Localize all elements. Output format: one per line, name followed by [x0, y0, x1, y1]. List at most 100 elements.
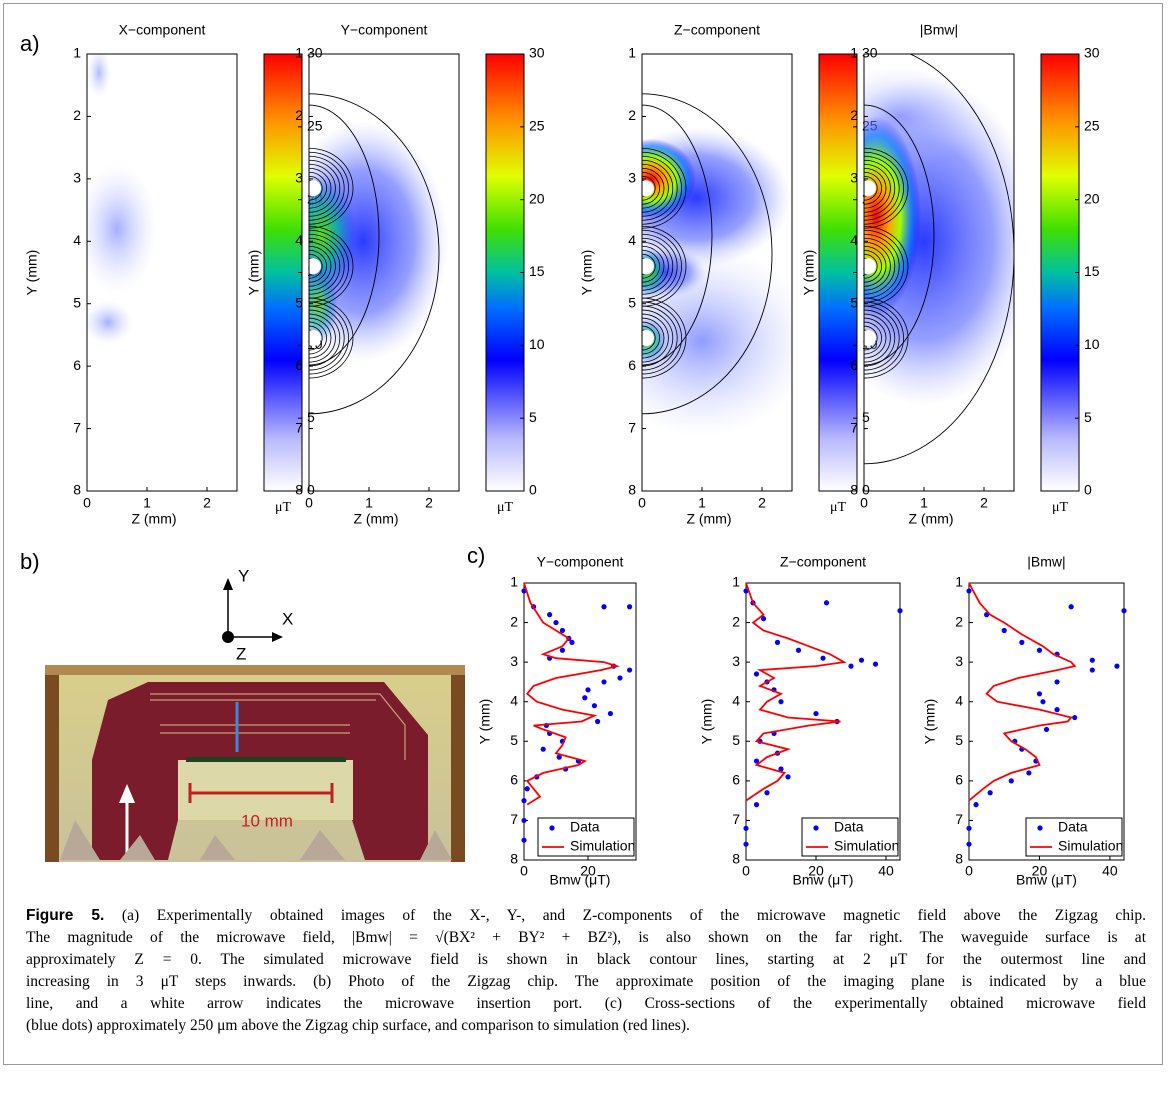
contour-core [642, 258, 654, 275]
chart-title: Z−component [780, 554, 866, 570]
legend-box [1025, 817, 1123, 857]
y-tick-label: 4 [628, 232, 636, 248]
colorbar-tick-label: 5 [1084, 409, 1092, 425]
x-tick-label: 40 [878, 863, 894, 879]
y-tick-label: 8 [955, 851, 963, 867]
y-tick-label: 5 [955, 732, 963, 748]
data-point [617, 675, 623, 681]
contour [864, 233, 900, 299]
heatmap [87, 54, 157, 345]
y-tick-label: 8 [628, 482, 636, 498]
y-tick-label: 2 [628, 107, 636, 123]
contour [864, 155, 900, 221]
contour [642, 104, 713, 366]
field-region [87, 300, 133, 345]
y-tick-label: 1 [850, 45, 858, 61]
data-point [559, 647, 566, 653]
data-point [595, 718, 601, 725]
contour-core [864, 330, 876, 347]
data-point [1043, 726, 1050, 733]
y-tick-label: 7 [732, 811, 740, 827]
contour-core [642, 180, 654, 197]
y-tick-label: 2 [955, 613, 963, 629]
contour-core [309, 258, 321, 275]
contour [642, 297, 687, 379]
y-tick-label: 4 [73, 232, 81, 248]
y-tick-label: 3 [850, 170, 858, 186]
chart-title: Y−component [537, 554, 624, 570]
y-tick-label: 6 [510, 772, 518, 788]
legend-box [537, 817, 635, 857]
data-point [966, 841, 972, 847]
data-point [813, 710, 819, 717]
data-point [1008, 778, 1014, 784]
colorbar-label: μT [830, 500, 847, 515]
colorbar [485, 53, 525, 492]
data-point [1072, 714, 1078, 721]
y-tick-label: 4 [295, 232, 303, 248]
caption-label: Figure 5. [26, 907, 105, 924]
panel-label: b) [20, 549, 40, 574]
data-point [547, 612, 553, 618]
axis-glyph-label: Y [238, 566, 249, 585]
legend-box [801, 817, 899, 857]
y-tick-label: 1 [628, 45, 636, 61]
y-tick-label: 5 [73, 294, 81, 310]
caption-line: approximately Z = 0. The simulated micro… [26, 949, 1146, 971]
panel-label: a) [20, 31, 40, 56]
contour [864, 253, 878, 279]
plot-frame [745, 582, 901, 861]
colorbar-tick-label: 5 [529, 409, 537, 425]
caption-line: increasing in 3 μT steps inwards. (b) Ph… [26, 971, 1146, 993]
contour-core [864, 258, 876, 275]
simulation-line [745, 582, 847, 802]
y-tick-label: 8 [510, 851, 518, 867]
chart-title: |Bmw| [1027, 554, 1065, 570]
y-tick-label: 4 [955, 692, 963, 708]
y-axis-label: Y (mm) [699, 699, 715, 745]
colorbar-tick-label: 0 [862, 482, 870, 498]
colorbar-tick-label: 30 [529, 45, 545, 61]
data-point [987, 790, 993, 796]
y-tick-label: 3 [295, 170, 303, 186]
contour [309, 93, 440, 415]
contour [642, 163, 669, 213]
contour [309, 245, 332, 287]
data-point [524, 786, 530, 792]
x-tick-label: 1 [920, 495, 928, 511]
legend-swatch [1037, 825, 1043, 831]
y-tick-label: 6 [628, 357, 636, 373]
y-tick-label: 8 [850, 482, 858, 498]
caption-line: line, and a white arrow indicates the mi… [26, 993, 1146, 1015]
y-axis-label: Y (mm) [579, 250, 595, 296]
contour [864, 163, 891, 213]
data-point [1089, 667, 1095, 673]
x-tick-label: 0 [83, 495, 91, 511]
x-axis-label: Bmw (μT) [1016, 872, 1077, 888]
y-tick-label: 2 [295, 107, 303, 123]
contour [642, 305, 678, 371]
caption-line: (blue dots) approximately 250 μm above t… [26, 1015, 1146, 1037]
y-tick-label: 8 [732, 851, 740, 867]
data-point [582, 695, 588, 701]
figure-frame [3, 3, 1163, 1065]
contour [309, 301, 349, 375]
contour [864, 225, 909, 307]
data-point [556, 754, 562, 760]
chart-title: |Bmw| [920, 22, 958, 38]
y-tick-label: 1 [510, 574, 518, 590]
contour [864, 305, 900, 371]
simulation-line [968, 582, 1077, 802]
y-tick-label: 6 [955, 772, 963, 788]
x-tick-label: 20 [580, 863, 596, 879]
data-point [627, 667, 633, 673]
legend-swatch [549, 825, 555, 831]
legend-swatch [813, 825, 819, 831]
data-point [1036, 691, 1043, 697]
x-tick-label: 2 [203, 495, 211, 511]
data-point [607, 710, 614, 717]
colorbar-tick-label: 5 [307, 409, 315, 425]
contour [864, 241, 891, 291]
contour [864, 147, 909, 229]
y-tick-label: 5 [732, 732, 740, 748]
